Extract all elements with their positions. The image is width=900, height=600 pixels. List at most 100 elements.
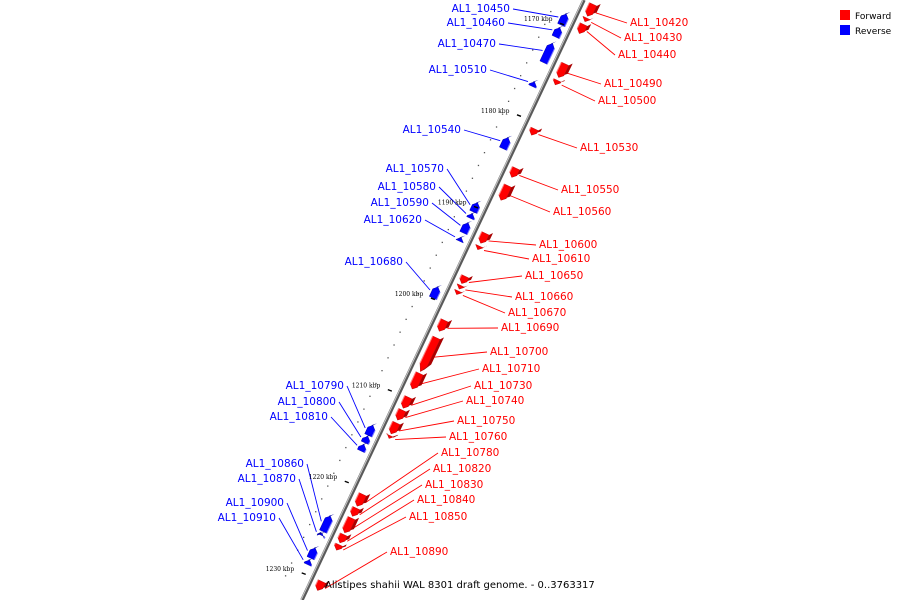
gene-label[interactable]: AL1_10740: [466, 395, 524, 407]
gene-label[interactable]: AL1_10550: [561, 184, 619, 196]
reverse-gene[interactable]: [499, 135, 513, 151]
reverse-gene[interactable]: [459, 220, 473, 235]
forward-gene[interactable]: [459, 274, 473, 284]
forward-gene[interactable]: [454, 289, 466, 295]
reverse-gene[interactable]: [528, 79, 539, 89]
forward-gene[interactable]: [395, 408, 410, 421]
gene-highlight: [476, 207, 481, 214]
minor-dot-mark: [423, 280, 425, 282]
gene-label[interactable]: AL1_10750: [457, 415, 515, 427]
reverse-gene[interactable]: [429, 285, 442, 300]
reverse-gene[interactable]: [306, 546, 320, 561]
gene-label[interactable]: AL1_10440: [618, 49, 676, 61]
forward-gene[interactable]: [436, 318, 453, 332]
gene-label[interactable]: AL1_10470: [438, 38, 496, 50]
gene-label[interactable]: AL1_10760: [449, 431, 507, 443]
forward-gene[interactable]: [478, 231, 493, 244]
gene-body: [455, 237, 464, 244]
forward-gene[interactable]: [337, 532, 352, 544]
gene-label[interactable]: AL1_10670: [508, 307, 566, 319]
reverse-gene[interactable]: [539, 41, 557, 65]
forward-gene[interactable]: [584, 2, 601, 17]
reverse-gene[interactable]: [455, 235, 466, 244]
reverse-gene[interactable]: [357, 442, 368, 453]
gene-label[interactable]: AL1_10420: [630, 17, 688, 29]
gene-label[interactable]: AL1_10540: [403, 124, 461, 136]
forward-gene[interactable]: [552, 78, 565, 86]
forward-gene[interactable]: [456, 283, 469, 290]
forward-gene[interactable]: [509, 166, 524, 178]
gene-label[interactable]: AL1_10530: [580, 142, 638, 154]
axis-tick-mark: [516, 114, 522, 117]
gene-label[interactable]: AL1_10900: [226, 497, 284, 509]
forward-gene[interactable]: [333, 542, 347, 551]
forward-gene[interactable]: [582, 16, 595, 22]
gene-label[interactable]: AL1_10600: [539, 239, 597, 251]
gene-label[interactable]: AL1_10610: [532, 253, 590, 265]
gene-label[interactable]: AL1_10810: [270, 411, 328, 423]
gene-label[interactable]: AL1_10710: [482, 363, 540, 375]
forward-gene[interactable]: [409, 371, 428, 390]
gene-body: [429, 286, 441, 300]
gene-label[interactable]: AL1_10890: [390, 546, 448, 558]
gene-label[interactable]: AL1_10830: [425, 479, 483, 491]
gene-label[interactable]: AL1_10860: [246, 458, 304, 470]
gene-label[interactable]: AL1_10850: [409, 511, 467, 523]
gene-highlight: [333, 542, 336, 546]
gene-label[interactable]: AL1_10800: [278, 396, 336, 408]
gene-label[interactable]: AL1_10430: [624, 32, 682, 44]
gene-label[interactable]: AL1_10510: [429, 64, 487, 76]
gene-label[interactable]: AL1_10910: [218, 512, 276, 524]
forward-gene[interactable]: [498, 183, 516, 201]
reverse-gene[interactable]: [319, 514, 335, 534]
gene-label[interactable]: AL1_10780: [441, 447, 499, 459]
gene-highlight: [313, 553, 318, 561]
gene-label[interactable]: AL1_10730: [474, 380, 532, 392]
forward-gene[interactable]: [475, 244, 487, 250]
gene-highlight: [546, 48, 555, 65]
minor-dot-mark: [507, 100, 510, 102]
gene-highlight: [419, 335, 434, 364]
gene-label[interactable]: AL1_10680: [345, 256, 403, 268]
reverse-gene[interactable]: [303, 558, 314, 567]
axis-tick-mark: [387, 388, 393, 392]
gene-label[interactable]: AL1_10590: [371, 197, 429, 209]
gene-label[interactable]: AL1_10660: [515, 291, 573, 303]
gene-label[interactable]: AL1_10820: [433, 463, 491, 475]
reverse-gene[interactable]: [316, 531, 327, 540]
gene-leader-line: [399, 420, 455, 432]
forward-gene[interactable]: [342, 516, 360, 534]
gene-label[interactable]: AL1_10690: [501, 322, 559, 334]
gene-label[interactable]: AL1_10460: [447, 17, 505, 29]
forward-gene[interactable]: [386, 432, 399, 439]
gene-label[interactable]: AL1_10500: [598, 95, 656, 107]
reverse-gene[interactable]: [360, 434, 372, 445]
gene-label[interactable]: AL1_10580: [378, 181, 436, 193]
gene-label[interactable]: AL1_10450: [452, 3, 510, 15]
gene-label[interactable]: AL1_10570: [386, 163, 444, 175]
gene-body: [303, 559, 312, 567]
gene-label[interactable]: AL1_10650: [525, 270, 583, 282]
gene-label[interactable]: AL1_10790: [286, 380, 344, 392]
reverse-gene[interactable]: [364, 423, 377, 438]
forward-gene[interactable]: [315, 579, 330, 591]
gene-label[interactable]: AL1_10620: [364, 214, 422, 226]
reverse-gene[interactable]: [551, 25, 564, 39]
forward-gene[interactable]: [576, 22, 592, 34]
axis-tick-label: 1170 kbp: [524, 16, 553, 23]
reverse-gene[interactable]: [466, 211, 477, 221]
forward-gene[interactable]: [388, 420, 404, 435]
gene-label[interactable]: AL1_10870: [238, 473, 296, 485]
gene-label[interactable]: AL1_10700: [490, 346, 548, 358]
gene-label[interactable]: AL1_10840: [417, 494, 475, 506]
forward-gene[interactable]: [349, 506, 364, 517]
gene-label[interactable]: AL1_10490: [604, 78, 662, 90]
forward-gene[interactable]: [556, 61, 573, 78]
reverse-gene[interactable]: [469, 200, 482, 214]
gene-label[interactable]: AL1_10560: [553, 206, 611, 218]
forward-gene[interactable]: [419, 335, 444, 372]
forward-gene[interactable]: [354, 492, 371, 507]
forward-gene[interactable]: [400, 395, 416, 409]
forward-gene[interactable]: [529, 126, 543, 136]
gene-leader-line: [595, 12, 628, 24]
